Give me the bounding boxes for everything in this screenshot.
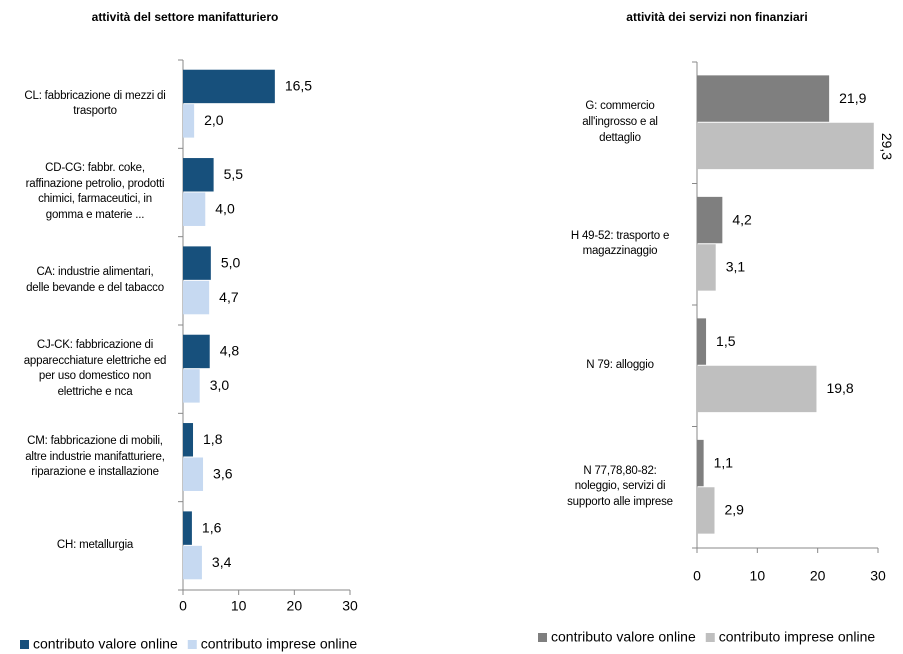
bar: [183, 511, 192, 545]
chart-title: attività del settore manifatturiero: [92, 10, 279, 24]
value-label: 5,0: [221, 254, 241, 270]
bar: [183, 69, 275, 104]
x-tick-label: 30: [342, 598, 358, 614]
x-tick-label: 30: [870, 568, 886, 584]
category-label: H 49-52: trasporto e magazzinaggio: [570, 229, 670, 258]
x-tick-label: 20: [287, 598, 303, 614]
category-label-text: CL: fabbricazione di mezzi di trasporto: [24, 89, 166, 118]
legend-label: contributo valore online: [33, 636, 178, 652]
category-label: CH: metallurgia: [56, 539, 134, 552]
bar: [183, 369, 200, 403]
category-label: CA: industrie alimentari, delle bevande …: [26, 266, 164, 294]
bar: [183, 457, 204, 491]
category-label: N 77,78,80-82: noleggio, servizi di supp…: [567, 464, 673, 508]
category-label-text: CM: fabbricazione di mobili, altre indus…: [25, 435, 165, 479]
category-label-text: CA: industrie alimentari, delle bevande …: [26, 266, 164, 294]
bar: [183, 545, 202, 580]
category-label-text: H 49-52: trasporto e magazzinaggio: [570, 229, 670, 258]
category-label: CM: fabbricazione di mobili, altre indus…: [25, 435, 165, 479]
legend-label: contributo valore online: [551, 629, 696, 645]
category-label: G: commercio all'ingrosso e al dettaglio: [582, 100, 658, 144]
category-label-text: N 79: alloggio: [586, 358, 654, 371]
value-label: 2,0: [204, 112, 224, 128]
bar: [697, 244, 716, 291]
bar: [183, 423, 194, 457]
category-label-text: CH: metallurgia: [56, 539, 134, 552]
bar: [183, 104, 195, 138]
bar: [697, 365, 817, 413]
category-label: CJ-CK: fabbricazione di apparecchiature …: [23, 339, 167, 398]
x-tick-label: 10: [231, 598, 247, 614]
x-tick-label: 20: [810, 568, 826, 584]
value-label: 1,8: [203, 431, 223, 447]
bar: [183, 334, 210, 369]
value-label: 5,5: [224, 166, 244, 182]
value-label: 1,6: [202, 519, 222, 535]
category-label-text: N 77,78,80-82: noleggio, servizi di supp…: [567, 464, 673, 508]
value-label: 3,4: [212, 554, 232, 570]
legend-label: contributo imprese online: [719, 629, 876, 645]
bar: [183, 280, 210, 315]
x-tick-label: 10: [750, 568, 766, 584]
bar: [697, 487, 715, 534]
bar: [697, 122, 874, 170]
chart-title: attività dei servizi non finanziari: [626, 10, 807, 24]
value-label: 4,0: [215, 200, 235, 216]
legend-label: contributo imprese online: [201, 636, 358, 652]
value-label: 4,2: [732, 211, 752, 227]
legend-swatch: [705, 633, 715, 642]
bar: [183, 158, 214, 192]
bar: [183, 246, 211, 280]
category-label-text: CD-CG: fabbr. coke, raffinazione petroli…: [25, 162, 165, 221]
bar: [697, 196, 723, 244]
value-label: 4,7: [219, 289, 239, 305]
category-label: CD-CG: fabbr. coke, raffinazione petroli…: [25, 162, 165, 221]
value-label: 2,9: [724, 502, 744, 518]
value-label: 3,0: [210, 377, 230, 393]
value-label: 16,5: [285, 78, 312, 94]
legend-swatch: [538, 633, 547, 642]
legend-swatch: [20, 640, 29, 649]
value-label: 4,8: [220, 343, 240, 359]
value-label: 19,8: [826, 380, 853, 396]
value-label: 29,3: [879, 133, 895, 160]
bar: [183, 192, 206, 226]
value-label: 3,6: [213, 465, 233, 481]
legend-swatch: [187, 640, 197, 649]
x-tick-label: 0: [179, 598, 187, 614]
category-label: N 79: alloggio: [586, 358, 654, 371]
value-label: 1,1: [714, 454, 734, 470]
category-label-text: G: commercio all'ingrosso e al dettaglio: [582, 100, 658, 144]
category-label-text: CJ-CK: fabbricazione di apparecchiature …: [23, 339, 167, 398]
value-label: 21,9: [839, 90, 866, 106]
bar: [697, 75, 830, 122]
value-label: 1,5: [716, 333, 736, 349]
x-tick-label: 0: [693, 568, 701, 584]
bar: [697, 439, 704, 487]
category-label: CL: fabbricazione di mezzi di trasporto: [24, 89, 166, 118]
bar: [697, 318, 707, 365]
value-label: 3,1: [726, 259, 746, 275]
